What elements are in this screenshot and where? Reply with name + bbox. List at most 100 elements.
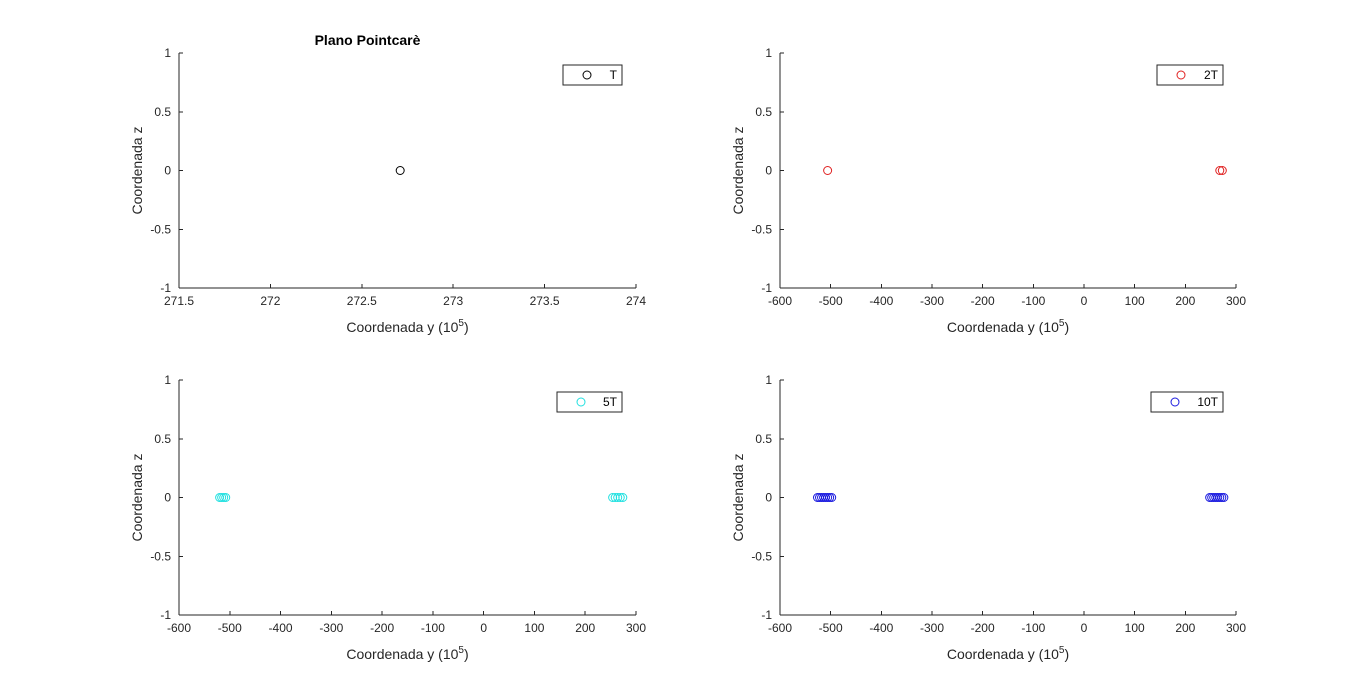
y-tick-label: -1 [160,281,171,295]
x-tick-label: -100 [421,621,445,635]
data-point [1219,493,1229,502]
legend-marker [1170,397,1180,407]
legend-entry: 5T [603,395,618,409]
subplot-4: -600 -500 -400 -300 -200 -100 0 100 200 300 -1 -0.5… [730,373,1246,662]
y-tick-label: 1 [164,373,171,387]
data-point [395,166,405,175]
y-tick-label: 1 [765,373,772,387]
x-tick-label: 300 [1226,294,1246,308]
y-tick-label: 0.5 [755,105,772,119]
x-axis-label-exponent: 5 [458,318,464,329]
x-tick-label: -300 [319,621,343,635]
x-axis-label-main: Coordenada y (10 [346,319,458,335]
y-axis-label: Coordenada z [730,127,746,215]
y-tick-label: -0.5 [150,222,171,236]
x-tick-label: -100 [1021,621,1045,635]
data-point [823,166,833,175]
legend: 10T [1150,391,1224,413]
x-tick-label: 200 [1175,621,1195,635]
y-axis-label: Coordenada z [129,127,145,215]
x-axis-label-end: ) [464,319,469,335]
x-tick-label: 274 [626,294,646,308]
legend-entry: 2T [1204,68,1219,82]
x-tick-label: -500 [819,621,843,635]
x-axis-label-exponent: 5 [1059,645,1065,656]
x-axis-label-main: Coordenada y (10 [947,646,1059,662]
x-tick-label: 200 [575,621,595,635]
x-tick-label: 200 [1175,294,1195,308]
y-tick-label: 1 [765,46,772,60]
chart-title: Plano Pointcarè [315,32,421,48]
y-tick-label: 0.5 [154,105,171,119]
x-axis-label: Coordenada y (105) [947,318,1069,335]
legend-box [1156,64,1224,86]
x-tick-label: 0 [1081,621,1088,635]
x-tick-label: -200 [971,621,995,635]
x-tick-label: -400 [869,294,893,308]
x-tick-label: -400 [869,621,893,635]
x-axis-label-exponent: 5 [458,645,464,656]
legend-box [556,391,623,413]
legend-entry: 10T [1197,395,1218,409]
legend-box [562,64,623,86]
legend: 5T [556,391,623,413]
y-tick-label: 0 [765,491,772,505]
x-tick-label: 100 [1125,294,1145,308]
x-tick-label: -600 [768,621,792,635]
data-point [1215,166,1225,175]
x-tick-label: 100 [1125,621,1145,635]
y-tick-label: 0 [164,491,171,505]
x-tick-label: 273 [443,294,463,308]
x-axis-label-main: Coordenada y (10 [947,319,1059,335]
x-axis-label: Coordenada y (105) [346,645,468,662]
x-tick-label: 0 [480,621,487,635]
y-tick-label: 0.5 [755,432,772,446]
subplot-3: -600 -500 -400 -300 -200 -100 0 100 200 300 -1 -0.5… [129,373,646,662]
x-tick-label: -600 [768,294,792,308]
subplot-2: -600 -500 -400 -300 -200 -100 0 100 200 300 -1 -0.5… [730,46,1246,335]
data-point [827,493,837,502]
y-tick-label: -1 [761,608,772,622]
x-tick-label: -200 [971,294,995,308]
x-tick-label: 271.5 [164,294,194,308]
legend-entry: T [610,68,618,82]
y-tick-label: -0.5 [751,222,772,236]
x-tick-label: -500 [819,294,843,308]
x-axis-label-end: ) [1064,319,1069,335]
x-tick-label: 272.5 [347,294,377,308]
x-axis-label-main: Coordenada y (10 [346,646,458,662]
data-point [613,493,623,502]
legend: T [562,64,623,86]
data-point [615,493,625,502]
y-tick-label: -0.5 [150,549,171,563]
x-axis-label-end: ) [1064,646,1069,662]
subplot-1: 271.5 272 272.5 273 273.5 274 -1 -0.5 0 0.5 1 Plano… [129,32,646,335]
x-tick-label: 300 [626,621,646,635]
x-tick-label: 0 [1081,294,1088,308]
x-tick-label: -200 [370,621,394,635]
legend-marker [582,70,592,80]
legend-box [1150,391,1224,413]
legend-marker [576,397,586,407]
y-tick-label: -1 [761,281,772,295]
x-axis-label-end: ) [464,646,469,662]
y-axis-label: Coordenada z [730,454,746,542]
y-tick-label: 1 [164,46,171,60]
y-tick-label: 0 [765,164,772,178]
legend: 2T [1156,64,1224,86]
legend-marker [1176,70,1186,80]
y-tick-label: 0 [164,164,171,178]
x-tick-label: -300 [920,294,944,308]
data-point [221,493,231,502]
x-tick-label: 100 [524,621,544,635]
x-axis-label: Coordenada y (105) [346,318,468,335]
data-point [1217,166,1227,175]
x-tick-label: -400 [269,621,293,635]
y-tick-label: -1 [160,608,171,622]
x-axis-label-exponent: 5 [1059,318,1065,329]
y-tick-label: -0.5 [751,549,772,563]
y-tick-label: 0.5 [154,432,171,446]
y-axis-label: Coordenada z [129,454,145,542]
x-tick-label: 272 [260,294,280,308]
